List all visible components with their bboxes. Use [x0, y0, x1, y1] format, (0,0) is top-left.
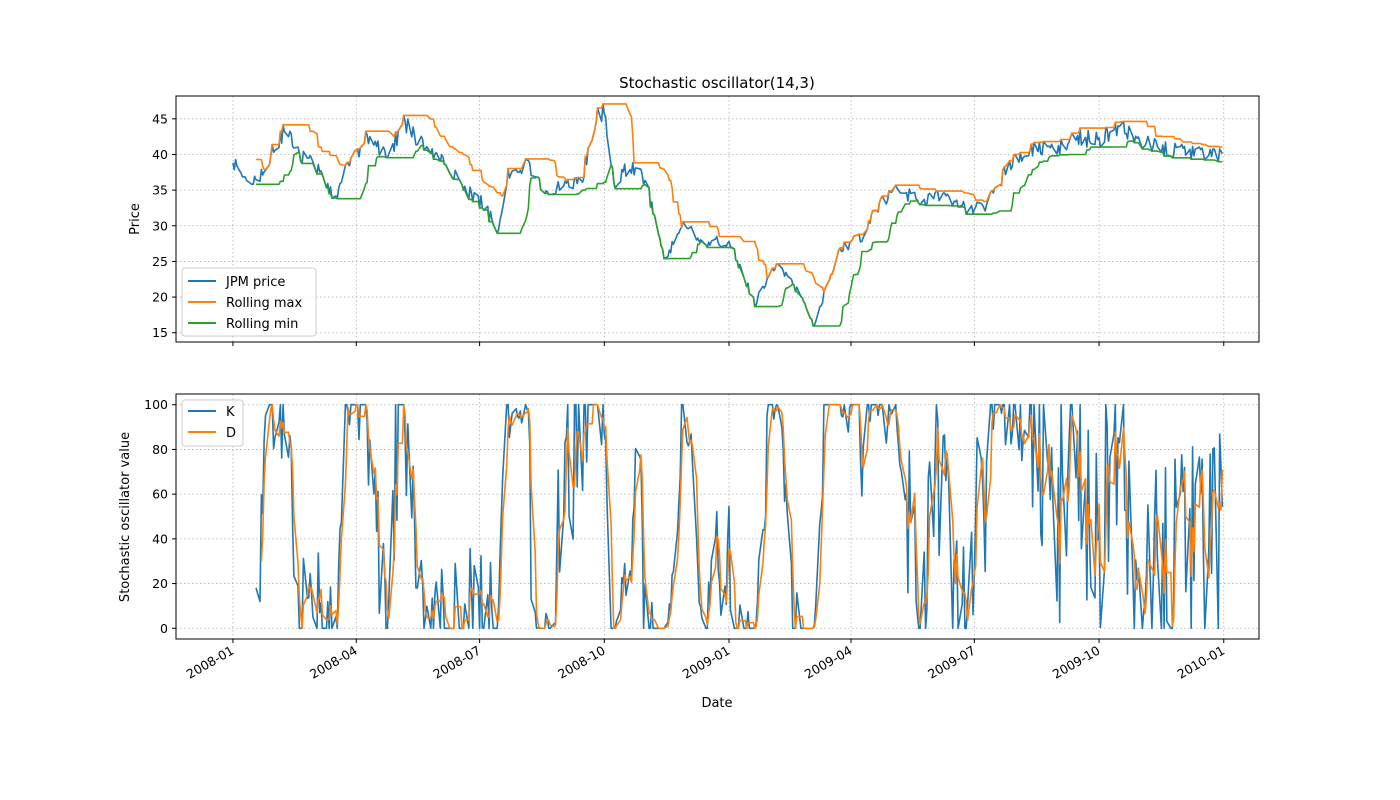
- y-tick-label: 40: [152, 147, 168, 162]
- price-panel-lines: [232, 103, 1224, 327]
- d-line: [260, 403, 1224, 630]
- x-tick-label: 2009-10: [1050, 643, 1103, 682]
- y-tick-label: 20: [152, 576, 168, 591]
- y-tick-label: 35: [152, 183, 168, 198]
- legend-rolling-min: Rolling min: [226, 317, 298, 332]
- x-axis-label: Date: [701, 696, 732, 711]
- x-tick-label: 2009-01: [680, 643, 733, 682]
- y-tick-label: 45: [152, 111, 168, 126]
- y-tick-label: 100: [144, 397, 168, 412]
- x-tick-label: 2008-07: [430, 643, 483, 682]
- x-tick-label: 2010-01: [1175, 643, 1228, 682]
- y-tick-label: 60: [152, 487, 168, 502]
- rolling-max-line: [256, 103, 1223, 294]
- y-tick-label: 20: [152, 290, 168, 305]
- oscillator-panel-frame: [175, 393, 1260, 640]
- legend-jpm-price: JPM price: [225, 275, 285, 290]
- y-tick-label: 15: [152, 325, 168, 340]
- y-tick-label: 25: [152, 254, 168, 269]
- legend-d: D: [226, 426, 236, 441]
- price-y-label: Price: [128, 203, 143, 235]
- k-line: [255, 403, 1224, 630]
- oscillator-x-ticks: 2008-01 2008-04 2008-07 2008-10 2009-01 2009-…: [184, 639, 1228, 682]
- price-panel-frame: [175, 95, 1260, 343]
- legend-k: K: [226, 405, 235, 420]
- oscillator-y-ticks: 0 20 40 60 80 100: [144, 397, 176, 636]
- oscillator-y-label: Stochastic oscillator value: [118, 432, 133, 602]
- chart-title: Stochastic oscillator(14,3): [619, 74, 815, 92]
- oscillator-legend: K D: [181, 399, 244, 447]
- x-tick-label: 2009-04: [802, 643, 855, 682]
- oscillator-panel-lines: [255, 403, 1224, 630]
- jpm-price-line: [232, 103, 1224, 327]
- x-tick-label: 2008-10: [555, 643, 608, 682]
- price-legend: JPM price Rolling max Rolling min: [181, 267, 317, 337]
- legend-rolling-max: Rolling max: [226, 296, 302, 311]
- x-tick-label: 2009-07: [925, 643, 978, 682]
- y-tick-label: 80: [152, 442, 168, 457]
- y-tick-label: 30: [152, 218, 168, 233]
- x-tick-label: 2008-04: [307, 643, 360, 682]
- x-tick-label: 2008-01: [184, 643, 237, 682]
- price-x-ticks: [232, 342, 1225, 346]
- y-tick-label: 0: [160, 621, 168, 636]
- price-legend-box: [181, 267, 317, 337]
- price-y-ticks: 15 20 25 30 35 40 45: [152, 111, 176, 340]
- rolling-min-line: [256, 140, 1223, 327]
- y-tick-label: 40: [152, 531, 168, 546]
